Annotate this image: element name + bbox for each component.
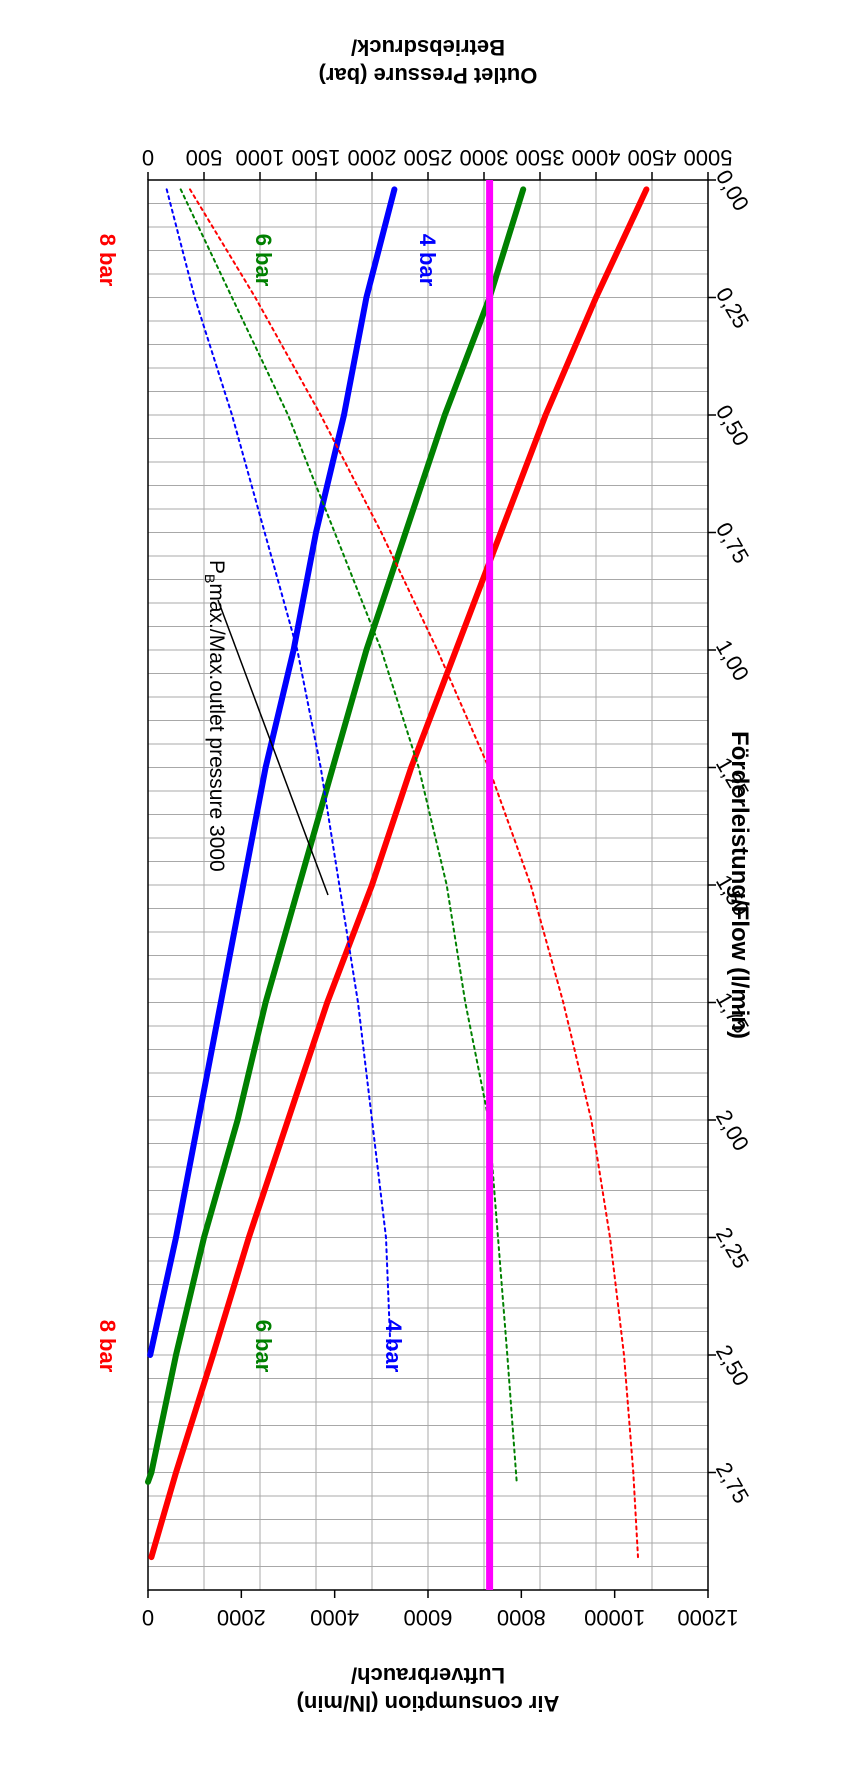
y-right-tick-label: 8000 — [497, 1605, 546, 1630]
x-tick-label: 2,50 — [711, 1340, 754, 1390]
y-left-tick-label: 0 — [142, 145, 154, 170]
y-left-tick-label: 2500 — [404, 145, 453, 170]
y-right-tick-label: 10000 — [584, 1605, 645, 1630]
y-left-axis-ticks: 0 500 1000 1500 2000 2500 3000 3500 4000 4500 5000 — [142, 145, 733, 180]
y-left-tick-label: 5000 — [684, 145, 733, 170]
annotation-prefix: P — [205, 560, 228, 574]
air-consumption-6-bar-line — [179, 188, 518, 1483]
series-lines — [145, 186, 650, 1561]
x-tick-label: 0,00 — [711, 165, 754, 215]
y-right-title-line1: Luftverbrauch/ — [351, 1663, 505, 1688]
x-tick-label: 0,50 — [711, 400, 754, 450]
y-right-tick-label: 2000 — [217, 1605, 266, 1630]
x-tick-label: 2,00 — [711, 1105, 754, 1155]
x-tick-label: 2,25 — [711, 1223, 754, 1273]
y-right-axis-ticks: 0 2000 4000 6000 8000 10000 12000 — [142, 1590, 739, 1630]
y-left-tick-label: 1500 — [292, 145, 341, 170]
annotation-rest: max./Max.outlet pressure 3000 — [205, 583, 228, 871]
chart-rotated-group: 0,000,250,500,751,001,251,501,752,002,25… — [95, 35, 754, 1716]
y-left-tick-label: 4000 — [572, 145, 621, 170]
label-6bar-solid: 6 bar — [251, 234, 276, 287]
outlet-pressure-8-bar-line — [148, 186, 650, 1561]
x-axis-title: Förderleistung/Flow (l/min) — [726, 731, 753, 1039]
y-left-tick-label: 1000 — [236, 145, 285, 170]
outlet-pressure-4-bar-line — [147, 186, 398, 1358]
y-right-tick-label: 4000 — [310, 1605, 359, 1630]
y-right-tick-label: 0 — [142, 1605, 154, 1630]
y-left-title-line1: Betriebsdruck/ — [351, 35, 505, 60]
y-right-title-line2: Air consumption (lN/min) — [297, 1691, 560, 1716]
y-right-tick-label: 6000 — [404, 1605, 453, 1630]
x-tick-label: 0,75 — [711, 518, 754, 568]
label-6bar-dashed: 6 bar — [251, 1320, 276, 1373]
x-tick-label: 2,75 — [711, 1458, 754, 1508]
outlet-pressure-6-bar-line — [145, 186, 527, 1485]
annotation-text: PBmax./Max.outlet pressure 3000 — [202, 560, 228, 872]
y-left-tick-label: 4500 — [628, 145, 677, 170]
label-8bar-solid: 8 bar — [95, 234, 120, 287]
x-tick-label: 0,25 — [711, 283, 754, 333]
annotation-subscript: B — [202, 574, 218, 583]
y-left-tick-label: 3000 — [460, 145, 509, 170]
x-tick-label: 1,00 — [711, 635, 754, 685]
y-left-tick-label: 500 — [186, 145, 223, 170]
label-4bar-solid: 4 bar — [415, 234, 440, 287]
air-consumption-8-bar-line — [189, 188, 639, 1559]
grid-lines — [147, 179, 709, 1591]
y-left-tick-label: 2000 — [348, 145, 397, 170]
annotation-leader-line — [217, 599, 329, 896]
y-right-tick-label: 12000 — [677, 1605, 738, 1630]
air-consumption-4-bar-line — [165, 188, 392, 1356]
label-8bar-dashed: 8 bar — [95, 1320, 120, 1373]
y-left-tick-label: 3500 — [516, 145, 565, 170]
label-4bar-dashed: 4 bar — [381, 1320, 406, 1373]
y-left-title-line2: Outlet Pressure (bar) — [319, 63, 538, 88]
